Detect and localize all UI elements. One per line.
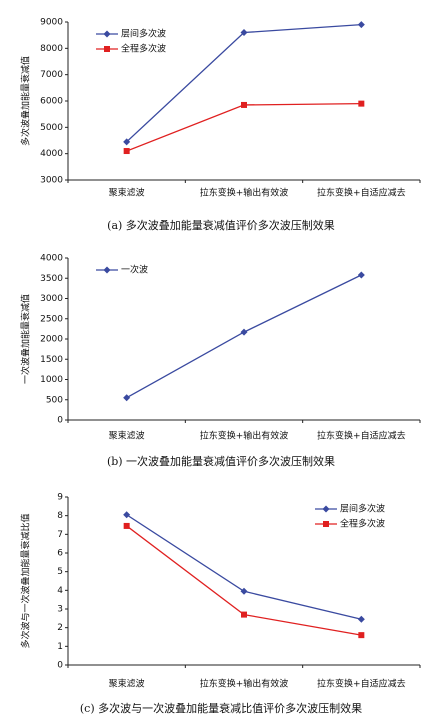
legend-label: 全程多次波 bbox=[340, 518, 385, 530]
y-tick-label: 9000 bbox=[40, 18, 63, 28]
y-tick-label: 9 bbox=[57, 493, 63, 503]
line bbox=[126, 23, 362, 143]
x-tick-label: 聚束滤波 bbox=[109, 187, 145, 199]
y-tick-label: 3500 bbox=[40, 274, 63, 284]
point bbox=[123, 522, 130, 529]
y-tick-label: 7000 bbox=[40, 70, 63, 80]
point bbox=[358, 632, 365, 639]
x-tick-label: 拉东变换+自适应减去 bbox=[317, 678, 406, 690]
point bbox=[241, 101, 247, 108]
caption: (b) 一次波叠加能量衰减值评价多次波压制效果 bbox=[107, 454, 335, 468]
point bbox=[123, 394, 131, 402]
chart: 0 1 2 3 4 5 6 7 8 9 聚束滤波 拉东变换+输出有效波 拉东变换+自适应减去 多次波与一次… bbox=[20, 493, 421, 715]
y-tick-label: 4000 bbox=[40, 149, 63, 159]
line bbox=[126, 514, 362, 620]
caption: (a) 多次波叠加能量衰减值评价多次波压制效果 bbox=[107, 218, 335, 232]
y-tick-label: 0 bbox=[57, 416, 63, 426]
point bbox=[241, 611, 247, 618]
y-tick-label: 2000 bbox=[40, 335, 63, 345]
x-tick-label: 聚束滤波 bbox=[109, 430, 145, 442]
legend-label: 层间多次波 bbox=[121, 28, 166, 40]
legend-label: 一次波 bbox=[121, 264, 148, 276]
point bbox=[240, 587, 248, 595]
y-axis-title: 多次波与一次波叠加能量衰减比值 bbox=[20, 513, 32, 648]
y-tick-label: 1500 bbox=[40, 355, 63, 365]
x-tick-label: 拉东变换+输出有效波 bbox=[200, 430, 289, 442]
point bbox=[358, 100, 365, 107]
x-tick-label: 拉东变换+自适应减去 bbox=[317, 187, 406, 199]
y-tick-label: 4000 bbox=[40, 254, 63, 264]
x-tick-label: 拉东变换+输出有效波 bbox=[200, 678, 289, 690]
line bbox=[126, 525, 362, 636]
point bbox=[240, 328, 248, 336]
y-tick-label: 7 bbox=[57, 530, 63, 540]
y-tick-label: 4 bbox=[57, 586, 63, 596]
y-tick-label: 3000 bbox=[40, 294, 63, 304]
y-tick-label: 500 bbox=[46, 395, 63, 405]
y-tick-label: 0 bbox=[57, 661, 63, 671]
y-tick-label: 5000 bbox=[40, 123, 63, 133]
caption: (c) 多次波与一次波叠加能量衰减比值评价多次波压制效果 bbox=[80, 701, 362, 715]
legend-label: 层间多次波 bbox=[340, 503, 385, 515]
x-tick-label: 拉东变换+自适应减去 bbox=[317, 430, 406, 442]
line bbox=[126, 274, 362, 399]
point bbox=[357, 615, 365, 623]
point bbox=[240, 29, 248, 37]
legend-label: 全程多次波 bbox=[121, 43, 166, 55]
y-tick-label: 1 bbox=[57, 642, 63, 652]
x-tick-label: 聚束滤波 bbox=[109, 678, 145, 690]
y-axis-title: 一次波叠加能量衰减值 bbox=[20, 294, 32, 384]
y-tick-label: 5 bbox=[57, 567, 63, 577]
y-tick-label: 6000 bbox=[40, 97, 63, 107]
y-tick-label: 8000 bbox=[40, 44, 63, 54]
chart: 0 500 1000 1500 2000 2500 3000 3500 4000 聚束滤波 拉东变换… bbox=[20, 254, 421, 468]
y-tick-label: 6 bbox=[57, 549, 63, 559]
legend-marker bbox=[103, 30, 111, 38]
y-tick-label: 8 bbox=[57, 511, 63, 521]
y-tick-label: 2 bbox=[57, 623, 63, 633]
point bbox=[123, 138, 131, 146]
x-tick-label: 拉东变换+输出有效波 bbox=[200, 187, 289, 199]
line bbox=[126, 102, 362, 152]
chart: 3000 4000 5000 6000 7000 8000 9000 聚束滤波 拉东变换+输出有… bbox=[20, 18, 421, 232]
point bbox=[123, 148, 130, 155]
y-axis-title: 多次波叠加能量衰减值 bbox=[20, 56, 32, 146]
legend-marker bbox=[103, 266, 111, 274]
point bbox=[357, 271, 365, 279]
legend-marker bbox=[104, 46, 110, 52]
y-tick-label: 2500 bbox=[40, 314, 63, 324]
y-tick-label: 3 bbox=[57, 605, 63, 615]
point bbox=[123, 511, 131, 519]
point bbox=[357, 21, 365, 29]
legend-marker bbox=[323, 521, 329, 527]
legend-marker bbox=[322, 505, 330, 513]
y-tick-label: 3000 bbox=[40, 176, 63, 186]
y-tick-label: 1000 bbox=[40, 375, 63, 385]
